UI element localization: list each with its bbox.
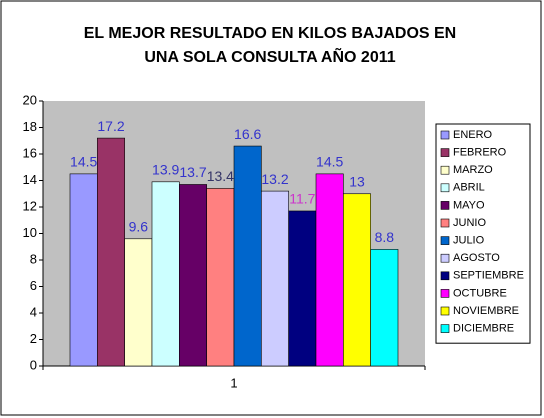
- data-label: 13.4: [207, 168, 234, 184]
- legend-label: ABRIL: [453, 182, 485, 194]
- bar: [288, 210, 317, 367]
- y-tick-label: 0: [30, 357, 37, 372]
- legend-swatch: [440, 130, 450, 140]
- legend-box: [435, 123, 531, 344]
- bar: [124, 238, 153, 367]
- bar: [343, 193, 371, 367]
- legend-label: OCTUBRE: [453, 287, 507, 299]
- chart-title: UNA SOLA CONSULTA AÑO 2011: [144, 46, 395, 66]
- y-tick-label: 10: [23, 225, 37, 240]
- y-tick-label: 2: [30, 331, 37, 346]
- legend-swatch: [440, 271, 450, 281]
- data-label: 14.5: [316, 154, 343, 170]
- data-label: 13: [349, 173, 365, 189]
- data-label: 13.2: [261, 171, 288, 187]
- legend-swatch: [440, 183, 450, 193]
- legend-swatch: [440, 289, 450, 298]
- data-label: 13.7: [179, 164, 206, 180]
- chart-title: EL MEJOR RESULTADO EN KILOS BAJADOS EN: [84, 25, 456, 42]
- bar: [206, 188, 235, 367]
- legend-swatch: [440, 165, 450, 175]
- legend-label: DICIEMBRE: [453, 323, 514, 335]
- legend-label: JUNIO: [453, 217, 486, 229]
- bar: [370, 249, 399, 367]
- y-tick-label: 8: [30, 251, 37, 266]
- y-tick-label: 16: [23, 145, 37, 160]
- bar: [151, 181, 180, 367]
- data-label: 8.8: [375, 229, 395, 245]
- legend-label: FEBRERO: [453, 147, 507, 159]
- legend-label: NOVIEMBRE: [453, 305, 519, 317]
- legend-label: MAYO: [453, 199, 485, 211]
- bar: [233, 145, 262, 367]
- bar: [69, 173, 98, 367]
- x-tick-label: 1: [230, 375, 237, 390]
- data-label: 9.6: [129, 219, 149, 235]
- y-tick-label: 12: [23, 198, 37, 213]
- y-tick-label: 4: [30, 304, 37, 319]
- data-label: 16.6: [234, 126, 261, 142]
- y-tick-label: 6: [30, 278, 37, 293]
- legend-label: JULIO: [453, 235, 485, 247]
- legend-swatch: [440, 306, 450, 316]
- data-label: 17.2: [97, 118, 124, 134]
- y-tick-label: 18: [23, 119, 37, 134]
- legend-swatch: [440, 253, 450, 263]
- y-tick-label: 20: [23, 92, 37, 107]
- legend-label: MARZO: [453, 164, 493, 176]
- legend-swatch: [440, 218, 450, 228]
- bar: [315, 173, 344, 367]
- bar: [97, 137, 125, 367]
- bar: [261, 190, 289, 367]
- legend-label: AGOSTO: [453, 252, 500, 264]
- legend-label: SEPTIEMBRE: [453, 270, 524, 282]
- bar: [179, 184, 207, 367]
- data-label: 11.7: [289, 191, 315, 207]
- legend-swatch: [440, 236, 450, 245]
- legend-label: ENERO: [453, 129, 493, 141]
- legend-swatch: [440, 201, 450, 210]
- data-label: 14.5: [70, 154, 97, 170]
- legend-swatch: [440, 324, 450, 333]
- y-tick-label: 14: [23, 172, 37, 187]
- data-label: 13.9: [152, 162, 179, 178]
- legend-swatch: [440, 148, 450, 157]
